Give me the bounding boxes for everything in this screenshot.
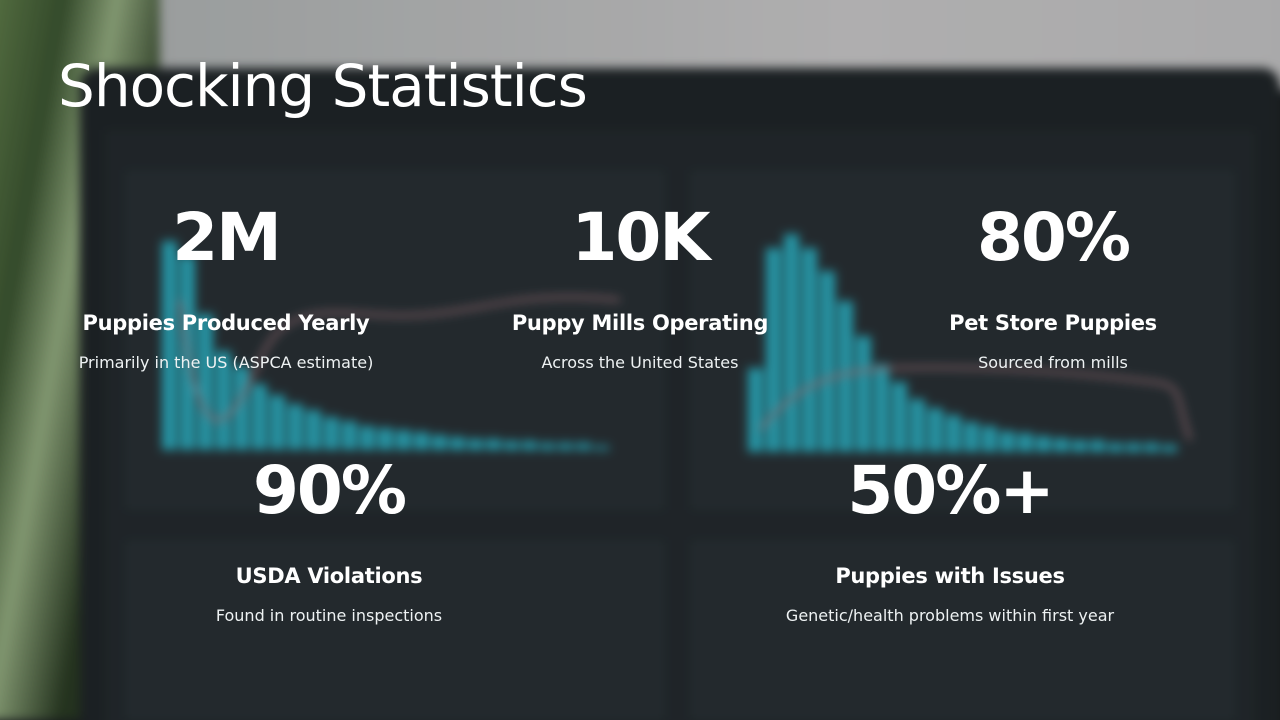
histogram-bar bbox=[1000, 431, 1015, 452]
stat-label: USDA Violations bbox=[235, 564, 423, 588]
histogram-bar bbox=[342, 421, 357, 450]
histogram-bar bbox=[432, 435, 447, 450]
histogram-bar bbox=[162, 241, 177, 450]
histogram-bar bbox=[820, 271, 835, 452]
histogram-bar bbox=[234, 366, 249, 450]
histogram-bar bbox=[892, 382, 907, 452]
histogram-bar bbox=[360, 426, 375, 450]
stat-card-health-issues: 50%+ Puppies with Issues Genetic/health … bbox=[730, 452, 1170, 626]
stat-label: Puppies Produced Yearly bbox=[82, 311, 370, 335]
histogram-bar bbox=[270, 395, 285, 450]
stat-label: Pet Store Puppies bbox=[949, 311, 1157, 335]
histogram-bar bbox=[1090, 440, 1105, 452]
histogram-bar bbox=[1036, 436, 1051, 452]
histogram-bar bbox=[802, 248, 817, 452]
dashboard-panel bbox=[125, 540, 665, 720]
histogram-bar bbox=[252, 384, 267, 450]
stat-label: Puppy Mills Operating bbox=[511, 311, 769, 335]
stat-description: Sourced from mills bbox=[978, 353, 1128, 372]
stat-card-puppies-produced: 2M Puppies Produced Yearly Primarily in … bbox=[6, 199, 446, 373]
dashboard-panel bbox=[125, 170, 665, 510]
histogram-bar bbox=[1072, 440, 1087, 452]
dashboard-panel bbox=[690, 540, 1235, 720]
histogram-bar bbox=[1108, 443, 1123, 452]
stat-description: Found in routine inspections bbox=[215, 606, 443, 625]
histogram-bar bbox=[288, 404, 303, 450]
stat-value: 10K bbox=[571, 199, 711, 276]
stat-value: 2M bbox=[172, 199, 282, 276]
histogram-bar bbox=[540, 443, 555, 450]
histogram-bar bbox=[1054, 438, 1069, 452]
histogram-bar bbox=[216, 351, 231, 450]
histogram-bar bbox=[1018, 433, 1033, 452]
stat-card-pet-store: 80% Pet Store Puppies Sourced from mills bbox=[833, 199, 1273, 373]
histogram-bar bbox=[378, 428, 393, 450]
stat-value: 80% bbox=[977, 199, 1131, 276]
histogram-bar bbox=[1162, 445, 1177, 452]
histogram-bar bbox=[1144, 443, 1159, 452]
slide-title: Shocking Statistics bbox=[58, 52, 588, 120]
histogram-bar bbox=[504, 441, 519, 450]
histogram-bar bbox=[486, 439, 501, 450]
histogram-bar bbox=[748, 368, 763, 452]
histogram-bar bbox=[1126, 443, 1141, 452]
stat-card-usda-violations: 90% USDA Violations Found in routine ins… bbox=[109, 452, 549, 626]
stat-label: Puppies with Issues bbox=[835, 564, 1065, 588]
stat-card-puppy-mills: 10K Puppy Mills Operating Across the Uni… bbox=[420, 199, 860, 373]
histogram-bar bbox=[324, 417, 339, 450]
histogram-bar bbox=[576, 443, 591, 450]
histogram-bar bbox=[928, 408, 943, 452]
stat-description: Genetic/health problems within first yea… bbox=[785, 606, 1115, 625]
histogram-bar bbox=[874, 364, 889, 452]
histogram-bar bbox=[468, 439, 483, 450]
histogram-bar bbox=[838, 301, 853, 452]
histogram-bar bbox=[522, 441, 537, 450]
histogram-bar bbox=[910, 399, 925, 452]
histogram-bar bbox=[396, 430, 411, 450]
histogram-bar bbox=[414, 432, 429, 450]
histogram-bar bbox=[856, 336, 871, 452]
histogram-bar bbox=[946, 415, 961, 452]
histogram-bar bbox=[964, 422, 979, 452]
stat-description: Across the United States bbox=[541, 353, 739, 372]
histogram-bar bbox=[594, 446, 609, 450]
histogram-bar bbox=[558, 443, 573, 450]
stat-value: 90% bbox=[253, 452, 407, 529]
stat-description: Primarily in the US (ASPCA estimate) bbox=[78, 353, 374, 372]
histogram-bar bbox=[306, 410, 321, 450]
histogram-bar bbox=[450, 437, 465, 450]
histogram-bar bbox=[766, 248, 781, 452]
histogram-bar bbox=[982, 426, 997, 452]
stat-value: 50%+ bbox=[847, 452, 1054, 529]
